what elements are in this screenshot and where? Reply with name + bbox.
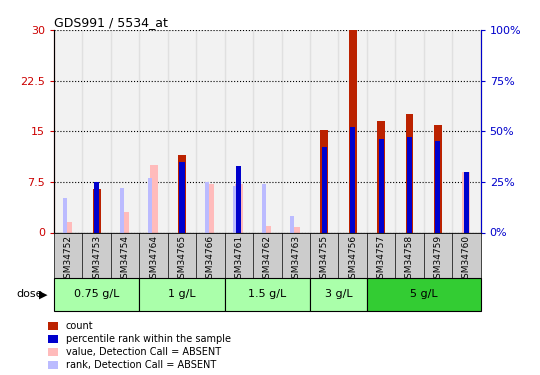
Text: GSM34755: GSM34755 bbox=[320, 235, 329, 284]
Text: GSM34760: GSM34760 bbox=[462, 235, 471, 284]
Bar bbox=[196, 30, 225, 232]
Bar bbox=[93, 189, 100, 232]
Text: GSM34763: GSM34763 bbox=[291, 235, 300, 284]
Bar bbox=[290, 216, 294, 232]
Bar bbox=[435, 141, 441, 232]
Bar bbox=[63, 198, 67, 232]
Bar bbox=[395, 30, 424, 232]
Bar bbox=[349, 30, 356, 232]
Bar bbox=[406, 114, 414, 232]
Bar bbox=[179, 162, 185, 232]
Text: GSM34752: GSM34752 bbox=[64, 235, 73, 284]
Bar bbox=[54, 30, 83, 232]
Bar bbox=[264, 226, 271, 232]
Bar bbox=[424, 30, 452, 232]
Bar bbox=[148, 178, 152, 232]
Bar bbox=[379, 140, 383, 232]
Text: GSM34765: GSM34765 bbox=[178, 235, 186, 284]
Bar bbox=[310, 278, 367, 311]
Bar bbox=[281, 30, 310, 232]
Bar bbox=[367, 278, 481, 311]
Bar bbox=[139, 30, 168, 232]
Text: GSM34754: GSM34754 bbox=[120, 235, 130, 284]
Bar bbox=[320, 130, 328, 232]
Bar bbox=[310, 30, 339, 232]
Bar bbox=[64, 222, 72, 232]
Bar bbox=[83, 30, 111, 232]
Text: ▶: ▶ bbox=[39, 290, 48, 299]
Text: 1.5 g/L: 1.5 g/L bbox=[248, 290, 286, 299]
Bar bbox=[94, 182, 99, 232]
Text: GSM34758: GSM34758 bbox=[405, 235, 414, 284]
Bar bbox=[225, 278, 310, 311]
Legend: count, percentile rank within the sample, value, Detection Call = ABSENT, rank, : count, percentile rank within the sample… bbox=[48, 321, 231, 370]
Bar bbox=[253, 30, 281, 232]
Text: GSM34762: GSM34762 bbox=[263, 235, 272, 284]
Text: GDS991 / 5534_at: GDS991 / 5534_at bbox=[54, 16, 168, 29]
Bar bbox=[121, 212, 129, 232]
Text: 0.75 g/L: 0.75 g/L bbox=[74, 290, 119, 299]
Bar bbox=[462, 172, 470, 232]
Bar bbox=[262, 184, 266, 232]
Bar bbox=[292, 227, 300, 232]
Bar bbox=[339, 30, 367, 232]
Bar bbox=[464, 172, 469, 232]
Bar bbox=[206, 184, 214, 232]
Bar bbox=[168, 30, 196, 232]
Text: GSM34757: GSM34757 bbox=[376, 235, 386, 284]
Text: GSM34766: GSM34766 bbox=[206, 235, 215, 284]
Bar bbox=[235, 184, 243, 232]
Bar bbox=[350, 127, 355, 232]
Text: GSM34756: GSM34756 bbox=[348, 235, 357, 284]
Text: GSM34761: GSM34761 bbox=[234, 235, 244, 284]
Text: dose: dose bbox=[16, 290, 43, 299]
Bar bbox=[452, 30, 481, 232]
Bar bbox=[407, 137, 412, 232]
Bar bbox=[119, 188, 124, 232]
Bar bbox=[139, 278, 225, 311]
Bar bbox=[150, 165, 158, 232]
Bar bbox=[367, 30, 395, 232]
Text: GSM34764: GSM34764 bbox=[149, 235, 158, 284]
Bar bbox=[377, 121, 385, 232]
Bar bbox=[205, 182, 209, 232]
Text: GSM34759: GSM34759 bbox=[434, 235, 442, 284]
Bar bbox=[54, 278, 139, 311]
Bar bbox=[178, 155, 186, 232]
Text: 3 g/L: 3 g/L bbox=[325, 290, 352, 299]
Text: 1 g/L: 1 g/L bbox=[168, 290, 196, 299]
Bar bbox=[322, 147, 327, 232]
Bar bbox=[111, 30, 139, 232]
Bar bbox=[233, 186, 238, 232]
Bar bbox=[237, 166, 241, 232]
Bar bbox=[225, 30, 253, 232]
Text: GSM34753: GSM34753 bbox=[92, 235, 101, 284]
Bar bbox=[434, 124, 442, 232]
Text: 5 g/L: 5 g/L bbox=[410, 290, 437, 299]
